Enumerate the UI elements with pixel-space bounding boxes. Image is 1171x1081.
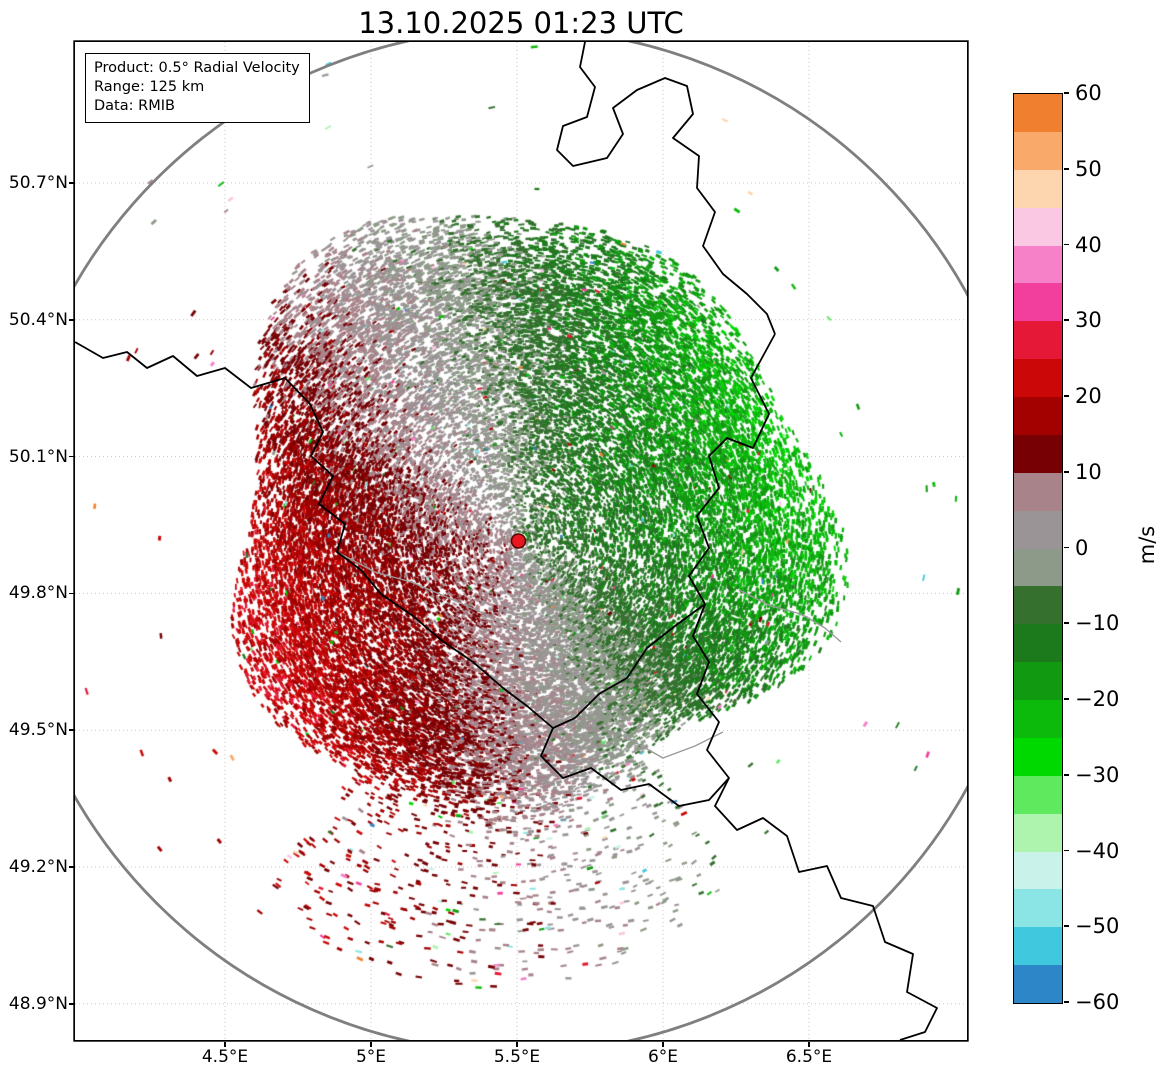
x-tick-mark	[808, 1042, 810, 1047]
colorbar-segment	[1014, 245, 1062, 284]
colorbar-tick-label: −10	[1075, 611, 1120, 636]
colorbar-tick-mark	[1064, 773, 1069, 776]
x-tick-label: 5.5°E	[493, 1047, 541, 1067]
colorbar-tick-mark	[1064, 849, 1069, 852]
colorbar-bar	[1013, 93, 1063, 1004]
colorbar-segment	[1014, 700, 1062, 738]
colorbar-segment	[1014, 737, 1062, 776]
colorbar-tick-mark	[1064, 622, 1069, 625]
colorbar-segment	[1014, 548, 1062, 587]
x-tick-mark	[662, 1042, 664, 1047]
colorbar-tick-mark	[1064, 395, 1069, 397]
colorbar-tick-mark	[1064, 1001, 1069, 1003]
y-tick-mark	[69, 592, 74, 595]
y-tick-mark	[69, 455, 74, 458]
colorbar-unit-label: m/s	[1135, 525, 1159, 565]
colorbar-segment	[1014, 397, 1062, 435]
x-tick-mark	[370, 1042, 372, 1047]
colorbar-tick-label: 0	[1075, 535, 1089, 560]
colorbar-tick-mark	[1064, 470, 1069, 473]
x-tick-label: 6°E	[647, 1047, 679, 1067]
colorbar-segment	[1014, 434, 1062, 473]
country-border	[75, 341, 730, 807]
colorbar-tick-mark	[1064, 925, 1069, 928]
colorbar-segment	[1014, 94, 1062, 132]
chart-title: 13.10.2025 01:23 UTC	[358, 6, 684, 40]
y-tick-label: 49.5°N	[8, 720, 68, 741]
y-tick-label: 49.2°N	[8, 857, 68, 877]
country-border	[552, 603, 706, 729]
x-tick-label: 6.5°E	[785, 1047, 833, 1067]
colorbar-segment	[1014, 889, 1062, 928]
colorbar-tick-label: −20	[1075, 687, 1120, 711]
colorbar-segment	[1014, 927, 1062, 966]
colorbar-tick-label: 20	[1075, 384, 1102, 408]
colorbar-tick-label: −40	[1075, 838, 1120, 863]
y-tick-label: 50.4°N	[8, 309, 68, 330]
colorbar-tick-mark	[1064, 546, 1069, 549]
colorbar-tick-label: 10	[1075, 459, 1102, 484]
x-tick-mark	[516, 1042, 518, 1047]
colorbar-segment	[1014, 775, 1062, 814]
colorbar-segment	[1014, 813, 1062, 852]
y-tick-label: 49.8°N	[8, 583, 68, 604]
colorbar-tick-mark	[1064, 92, 1069, 94]
colorbar-segment	[1014, 624, 1062, 663]
y-tick-mark	[69, 319, 74, 321]
colorbar-segment	[1014, 472, 1062, 511]
colorbar-segment	[1014, 169, 1062, 208]
map-plot-area: Product: 0.5° Radial Velocity Range: 125…	[75, 42, 967, 1040]
colorbar-segment	[1014, 131, 1062, 170]
colorbar-segment	[1014, 359, 1062, 397]
colorbar-segment	[1014, 321, 1062, 360]
product-info-source: Data: RMIB	[94, 97, 175, 114]
colorbar-tick-label: −60	[1075, 990, 1120, 1014]
colorbar-segment	[1014, 283, 1062, 322]
y-tick-mark	[69, 729, 74, 731]
colorbar-tick-label: 30	[1075, 308, 1102, 333]
colorbar-tick-label: 40	[1075, 232, 1102, 257]
colorbar-tick-mark	[1064, 319, 1069, 322]
y-tick-mark	[69, 182, 74, 184]
colorbar-tick-label: 50	[1075, 156, 1102, 181]
product-info-product: Product: 0.5° Radial Velocity	[94, 60, 300, 76]
colorbar-tick-label: −30	[1075, 762, 1120, 787]
colorbar-segment	[1014, 662, 1062, 700]
colorbar-tick-mark	[1064, 243, 1069, 246]
x-tick-label: 4.5°E	[201, 1047, 249, 1067]
colorbar-segment	[1014, 851, 1062, 890]
colorbar-segment	[1014, 510, 1062, 549]
radar-site-marker	[510, 533, 527, 549]
colorbar-segment	[1014, 586, 1062, 625]
colorbar-tick-mark	[1064, 698, 1069, 700]
product-info-range: Range: 125 km	[94, 78, 205, 95]
colorbar-tick-mark	[1064, 167, 1069, 170]
colorbar-tick-label: −50	[1075, 914, 1120, 939]
river-line	[738, 589, 842, 643]
x-tick-mark	[224, 1042, 226, 1047]
y-tick-label: 48.9°N	[8, 993, 68, 1014]
country-border	[688, 333, 938, 1040]
map-borders-layer	[75, 42, 967, 1040]
colorbar-segment	[1014, 965, 1062, 1003]
y-tick-mark	[69, 1003, 74, 1005]
product-info-box: Product: 0.5° Radial Velocity Range: 125…	[85, 53, 310, 123]
country-border	[556, 42, 776, 335]
colorbar: 60 50 40 30 20 10 0 −10 −20 −30 −40 −50 −60	[1013, 81, 1171, 1014]
x-tick-label: 5°E	[355, 1047, 387, 1067]
y-tick-label: 50.1°N	[8, 446, 68, 467]
y-tick-mark	[69, 866, 74, 868]
colorbar-segment	[1014, 207, 1062, 246]
river-line	[336, 551, 724, 759]
y-tick-label: 50.7°N	[8, 173, 68, 193]
colorbar-tick-label: 60	[1075, 81, 1102, 105]
